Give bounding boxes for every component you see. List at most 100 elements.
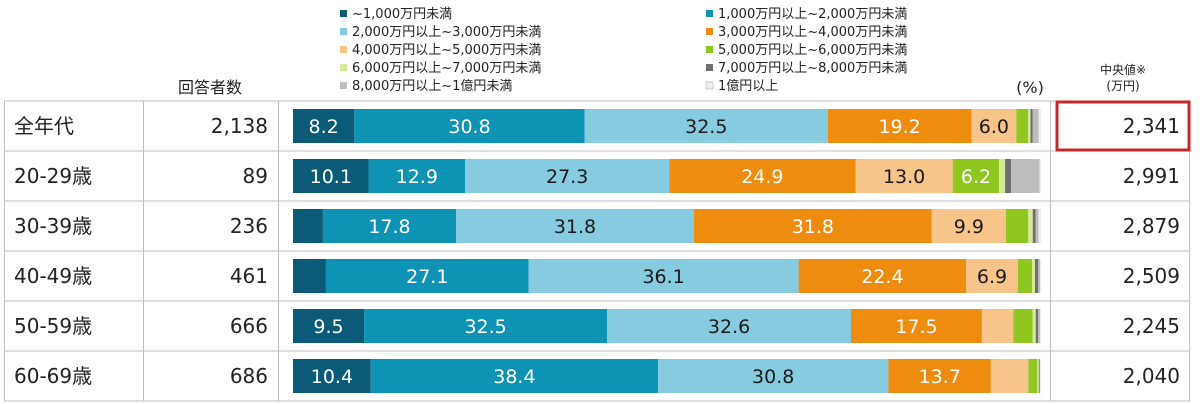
legend-label-6: 6,000万円以上~7,000万円未満: [352, 61, 541, 76]
bar-value-label: 13.0: [883, 166, 925, 188]
legend: ~1,000万円未満 1,000万円以上~2,000万円未満 2,000万円以上~3…: [340, 7, 907, 94]
legend-label-0: ~1,000万円未満: [352, 7, 452, 22]
row-label: 20-29歳: [14, 164, 92, 188]
bar-value-label: 12.9: [396, 166, 438, 188]
bar-segment-0: [293, 309, 365, 343]
bar-segment-5: [1016, 109, 1029, 143]
row-count: 666: [230, 314, 268, 338]
bar-segment-7: [1038, 359, 1040, 393]
bar-segment-1: [354, 109, 585, 143]
median-header-line1: 中央値※: [1100, 62, 1146, 77]
bar-segment-1: [370, 359, 659, 393]
bar-segment-8: [1032, 109, 1039, 143]
legend-label-3: 3,000万円以上~4,000万円未満: [718, 25, 907, 40]
bar-value-label: 31.8: [554, 216, 596, 238]
legend-swatch-7: [706, 64, 713, 71]
table-row: 30-39歳 236 17.8 31.8 31.8 9.9 2,879: [14, 209, 1180, 243]
bar-segment-1: [325, 259, 529, 293]
bar-value-label: 17.8: [368, 216, 410, 238]
legend-label-1: 1,000万円以上~2,000万円未満: [718, 7, 907, 22]
bar-value-label: 30.8: [752, 366, 794, 388]
legend-label-8: 8,000万円以上~1億円未満: [352, 78, 512, 94]
bar-segment-6: [1032, 309, 1036, 343]
bar-segment-5: [1017, 259, 1033, 293]
bar-segment-9: [1038, 209, 1041, 243]
bar-segment-0: [293, 209, 323, 243]
row-count: 461: [230, 264, 268, 288]
bar-value-label: 22.4: [861, 266, 903, 288]
bar-segment-0: [293, 109, 355, 143]
bar-segment-5: [1005, 209, 1029, 243]
bar-value-label: 24.9: [741, 166, 783, 188]
row-count: 89: [243, 164, 268, 188]
row-median: 2,040: [1123, 364, 1180, 388]
legend-label-9: 1億円以上: [718, 78, 778, 94]
table-row: 40-49歳 461 27.1 36.1 22.4 6.9 2,509: [14, 259, 1180, 293]
table-row: 全年代 2,138 8.2 30.8 32.5 19.2 6.0 2,341: [14, 100, 1191, 152]
bar-value-label: 9.9: [954, 216, 984, 238]
bar-segment-8: [1035, 209, 1039, 243]
bar-value-label: 8.2: [309, 116, 339, 138]
bar-value-label: 13.7: [918, 366, 960, 388]
bar-value-label: 17.5: [895, 316, 937, 338]
chart-table: [4, 100, 1190, 402]
bar-segment-8: [1038, 259, 1041, 293]
bar-value-label: 6.0: [979, 116, 1009, 138]
bar-segment-9: [1038, 109, 1041, 143]
legend-swatch-4: [340, 46, 347, 53]
legend-swatch-6: [340, 64, 347, 71]
table-row: 60-69歳 686 10.4 38.4 30.8 13.7 2,040: [14, 359, 1180, 393]
row-label: 60-69歳: [14, 364, 92, 388]
bar-segment-3: [888, 359, 991, 393]
row-median: 2,245: [1123, 314, 1180, 338]
bar-segment-2: [465, 159, 670, 193]
row-median: 2,879: [1123, 214, 1180, 238]
bar-segment-9: [1040, 309, 1041, 343]
bar-value-label: 10.4: [311, 366, 353, 388]
bar-value-label: 27.1: [406, 266, 448, 288]
bar-segment-8: [1039, 359, 1041, 393]
count-header: 回答者数: [178, 78, 242, 97]
bar-segment-6: [1032, 259, 1036, 293]
bar-segment-3: [827, 109, 972, 143]
bar-segment-1: [322, 209, 457, 243]
bar-segment-3: [798, 259, 967, 293]
bar-segment-4: [981, 309, 1014, 343]
row-label: 30-39歳: [14, 214, 92, 238]
row-label: 全年代: [14, 114, 74, 138]
bar-segment-8: [1038, 309, 1041, 343]
unit-label: (%): [1016, 78, 1044, 97]
bar-segment-4: [931, 209, 1006, 243]
bar-segment-9: [1040, 259, 1041, 293]
legend-swatch-2: [340, 28, 347, 35]
legend-swatch-8: [340, 82, 347, 89]
bar-segment-3: [669, 159, 856, 193]
table-row: 50-59歳 666 9.5 32.5 32.6 17.5 2,245: [14, 309, 1180, 343]
bar-segment-7: [1035, 309, 1039, 343]
bar-segment-0: [293, 159, 369, 193]
bar-value-label: 38.4: [493, 366, 535, 388]
legend-swatch-9: [705, 81, 714, 90]
bar-value-label: 32.5: [685, 116, 727, 138]
bar-segment-4: [990, 359, 1029, 393]
bar-segment-2: [528, 259, 799, 293]
bar-segment-9: [1039, 159, 1041, 193]
legend-label-7: 7,000万円以上~8,000万円未満: [718, 61, 907, 76]
bar-segment-5: [1013, 309, 1033, 343]
bar-segment-8: [1011, 159, 1040, 193]
bar-value-label: 30.8: [448, 116, 490, 138]
legend-swatch-1: [706, 10, 713, 17]
row-label: 40-49歳: [14, 264, 92, 288]
bar-segment-6: [1028, 209, 1033, 243]
bar-segment-3: [693, 209, 932, 243]
row-label: 50-59歳: [14, 314, 92, 338]
bar-segment-2: [658, 359, 889, 393]
median-header-line2: (万円): [1106, 79, 1139, 93]
row-median: 2,341: [1123, 114, 1180, 138]
bar-segment-0: [293, 359, 371, 393]
row-count: 2,138: [211, 114, 268, 138]
bar-segment-4: [966, 259, 1018, 293]
median-highlight-box: [1055, 100, 1191, 152]
legend-swatch-5: [706, 46, 713, 53]
